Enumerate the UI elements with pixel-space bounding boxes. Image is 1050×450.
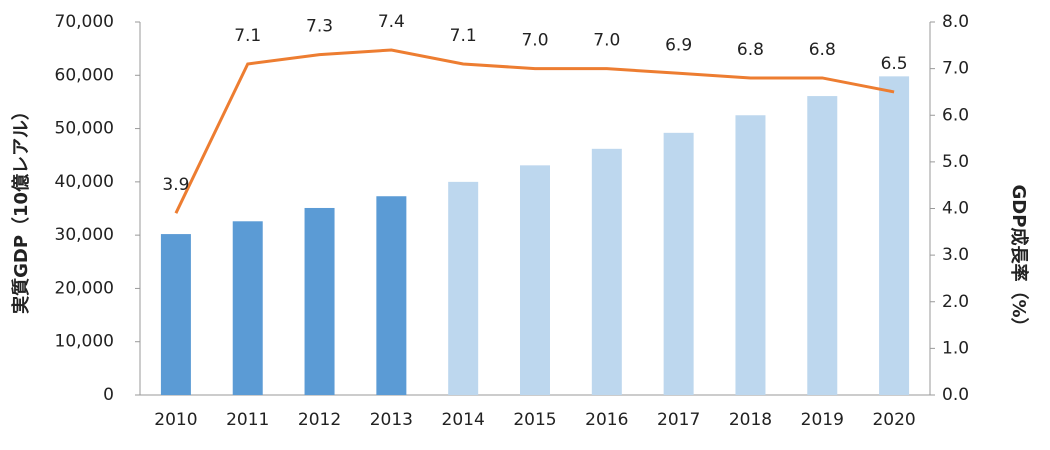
x-tick-label: 2020 [872,410,915,430]
x-tick-label: 2013 [370,410,413,430]
y2-tick-label: 5.0 [942,152,969,172]
data-label: 6.8 [809,40,836,60]
y-tick-label: 50,000 [55,119,114,139]
bar [663,132,694,395]
y2-tick-label: 0.0 [942,385,969,405]
y-tick-label: 20,000 [55,278,114,298]
data-label: 6.5 [881,54,908,74]
x-tick-label: 2010 [154,410,197,430]
x-tick-label: 2016 [585,410,628,430]
y2-tick-label: 2.0 [942,292,969,312]
data-label: 7.3 [306,17,333,37]
y-tick-label: 40,000 [55,172,114,192]
y2-tick-label: 8.0 [942,12,969,32]
bar [160,234,191,395]
x-tick-label: 2017 [657,410,700,430]
y-tick-label: 0 [103,385,114,405]
bar [520,165,550,395]
data-label: 7.0 [593,31,620,51]
y-axis-title: 実質GDP（10億レアル） [10,102,32,314]
bar [376,196,407,395]
y2-axis-title: GDP成長率（%） [1008,185,1030,336]
y2-tick-label: 1.0 [942,338,969,358]
bar [304,207,335,395]
x-tick-label: 2011 [226,410,269,430]
bar [807,96,838,396]
data-label: 7.1 [234,26,261,46]
y-tick-label: 60,000 [55,65,114,85]
line [174,48,895,214]
data-label: 6.8 [737,40,764,60]
y2-tick-label: 6.0 [942,105,969,125]
bar [591,148,622,395]
x-tick-label: 2018 [729,410,772,430]
y-tick-label: 30,000 [55,225,114,245]
bar [232,221,263,395]
x-tick-label: 2012 [298,410,341,430]
x-tick-label: 2015 [513,410,556,430]
x-tick-label: 2014 [442,410,485,430]
bar [448,181,479,395]
x-tick-label: 2019 [801,410,844,430]
y-tick-label: 70,000 [55,12,114,32]
data-label: 6.9 [665,35,692,55]
data-label: 7.1 [450,26,477,46]
y2-tick-label: 3.0 [942,245,969,265]
data-label: 7.4 [378,12,405,32]
bar [879,76,910,395]
bar [735,115,766,395]
data-label: 7.0 [521,31,548,51]
y2-tick-label: 4.0 [942,199,969,219]
data-label: 3.9 [162,175,189,195]
y-tick-label: 10,000 [55,332,114,352]
y2-tick-label: 7.0 [942,59,969,79]
